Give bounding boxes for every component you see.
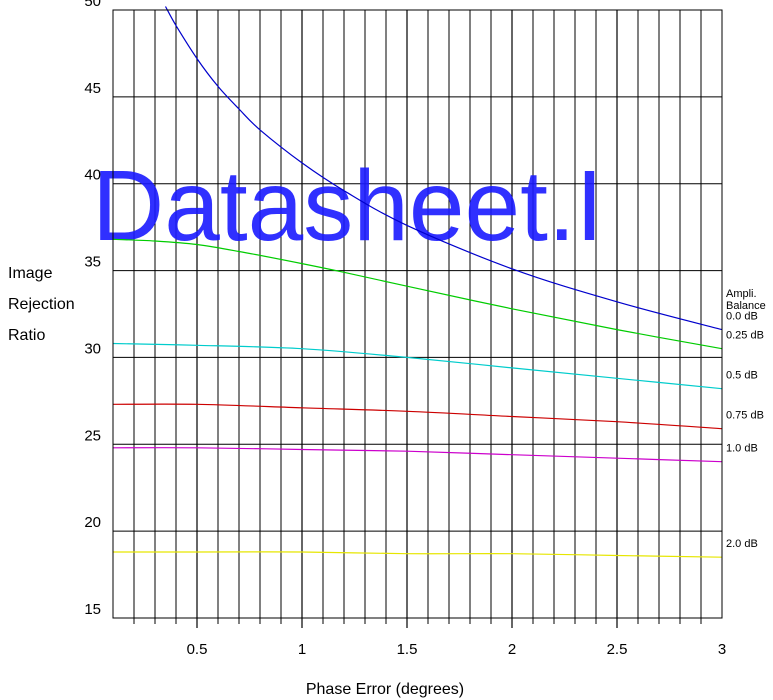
series-line: [112, 342, 723, 390]
major-gridlines: [113, 96, 722, 532]
series-line: [112, 403, 723, 430]
y-tick-label: 50: [84, 0, 101, 10]
series-labels: 0.0 dB 0.25 dB 0.5 dB 0.75 dB 1.0 dB 2.0 dB: [726, 311, 764, 551]
series-label: 0.25 dB: [726, 330, 764, 342]
y-tick-label: 45: [84, 80, 101, 97]
y-tick-label: 40: [84, 167, 101, 184]
legend-title: Ampli. Balance: [726, 288, 766, 312]
x-tick-label: 1: [298, 641, 306, 658]
y-tick-labels: 15 20 25 30 35 40 45 50: [84, 0, 101, 618]
series-label: 2.0 dB: [726, 538, 758, 550]
y-tick-label: 15: [84, 601, 101, 618]
legend-title-line-2: Balance: [726, 300, 766, 312]
series-label: 1.0 dB: [726, 443, 758, 455]
x-tick-label: 0.5: [187, 641, 208, 658]
series-label: 0.75 dB: [726, 410, 764, 422]
y-tick-label: 25: [84, 427, 101, 444]
series-label: 0.0 dB: [726, 311, 758, 323]
series-layer: [112, 6, 723, 558]
minor-gridlines: [133, 10, 702, 628]
series-line: [112, 447, 723, 463]
x-tick-label: 2: [508, 641, 516, 658]
x-tick-label: 1.5: [397, 641, 418, 658]
y-axis-title-line-2: Rejection: [8, 296, 75, 313]
x-axis-title: Phase Error (degrees): [306, 681, 464, 698]
y-axis-title: Image Rejection Ratio: [8, 265, 75, 344]
series-line: [112, 238, 723, 350]
y-axis-title-line-1: Image: [8, 265, 53, 282]
x-tick-label: 3: [718, 641, 726, 658]
x-tick-labels: 0.5 1 1.5 2 2.5 3: [187, 641, 727, 658]
series-label: 0.5 dB: [726, 370, 758, 382]
legend-title-line-1: Ampli.: [726, 288, 757, 300]
y-tick-label: 35: [84, 254, 101, 271]
y-tick-label: 30: [84, 340, 101, 357]
y-tick-label: 20: [84, 514, 101, 531]
x-tick-label: 2.5: [607, 641, 628, 658]
series-line: [164, 6, 723, 331]
series-line: [113, 551, 723, 558]
y-axis-title-line-3: Ratio: [8, 327, 45, 344]
watermark-text: Datasheet.I: [92, 150, 603, 262]
plot-frame: [112, 9, 723, 619]
